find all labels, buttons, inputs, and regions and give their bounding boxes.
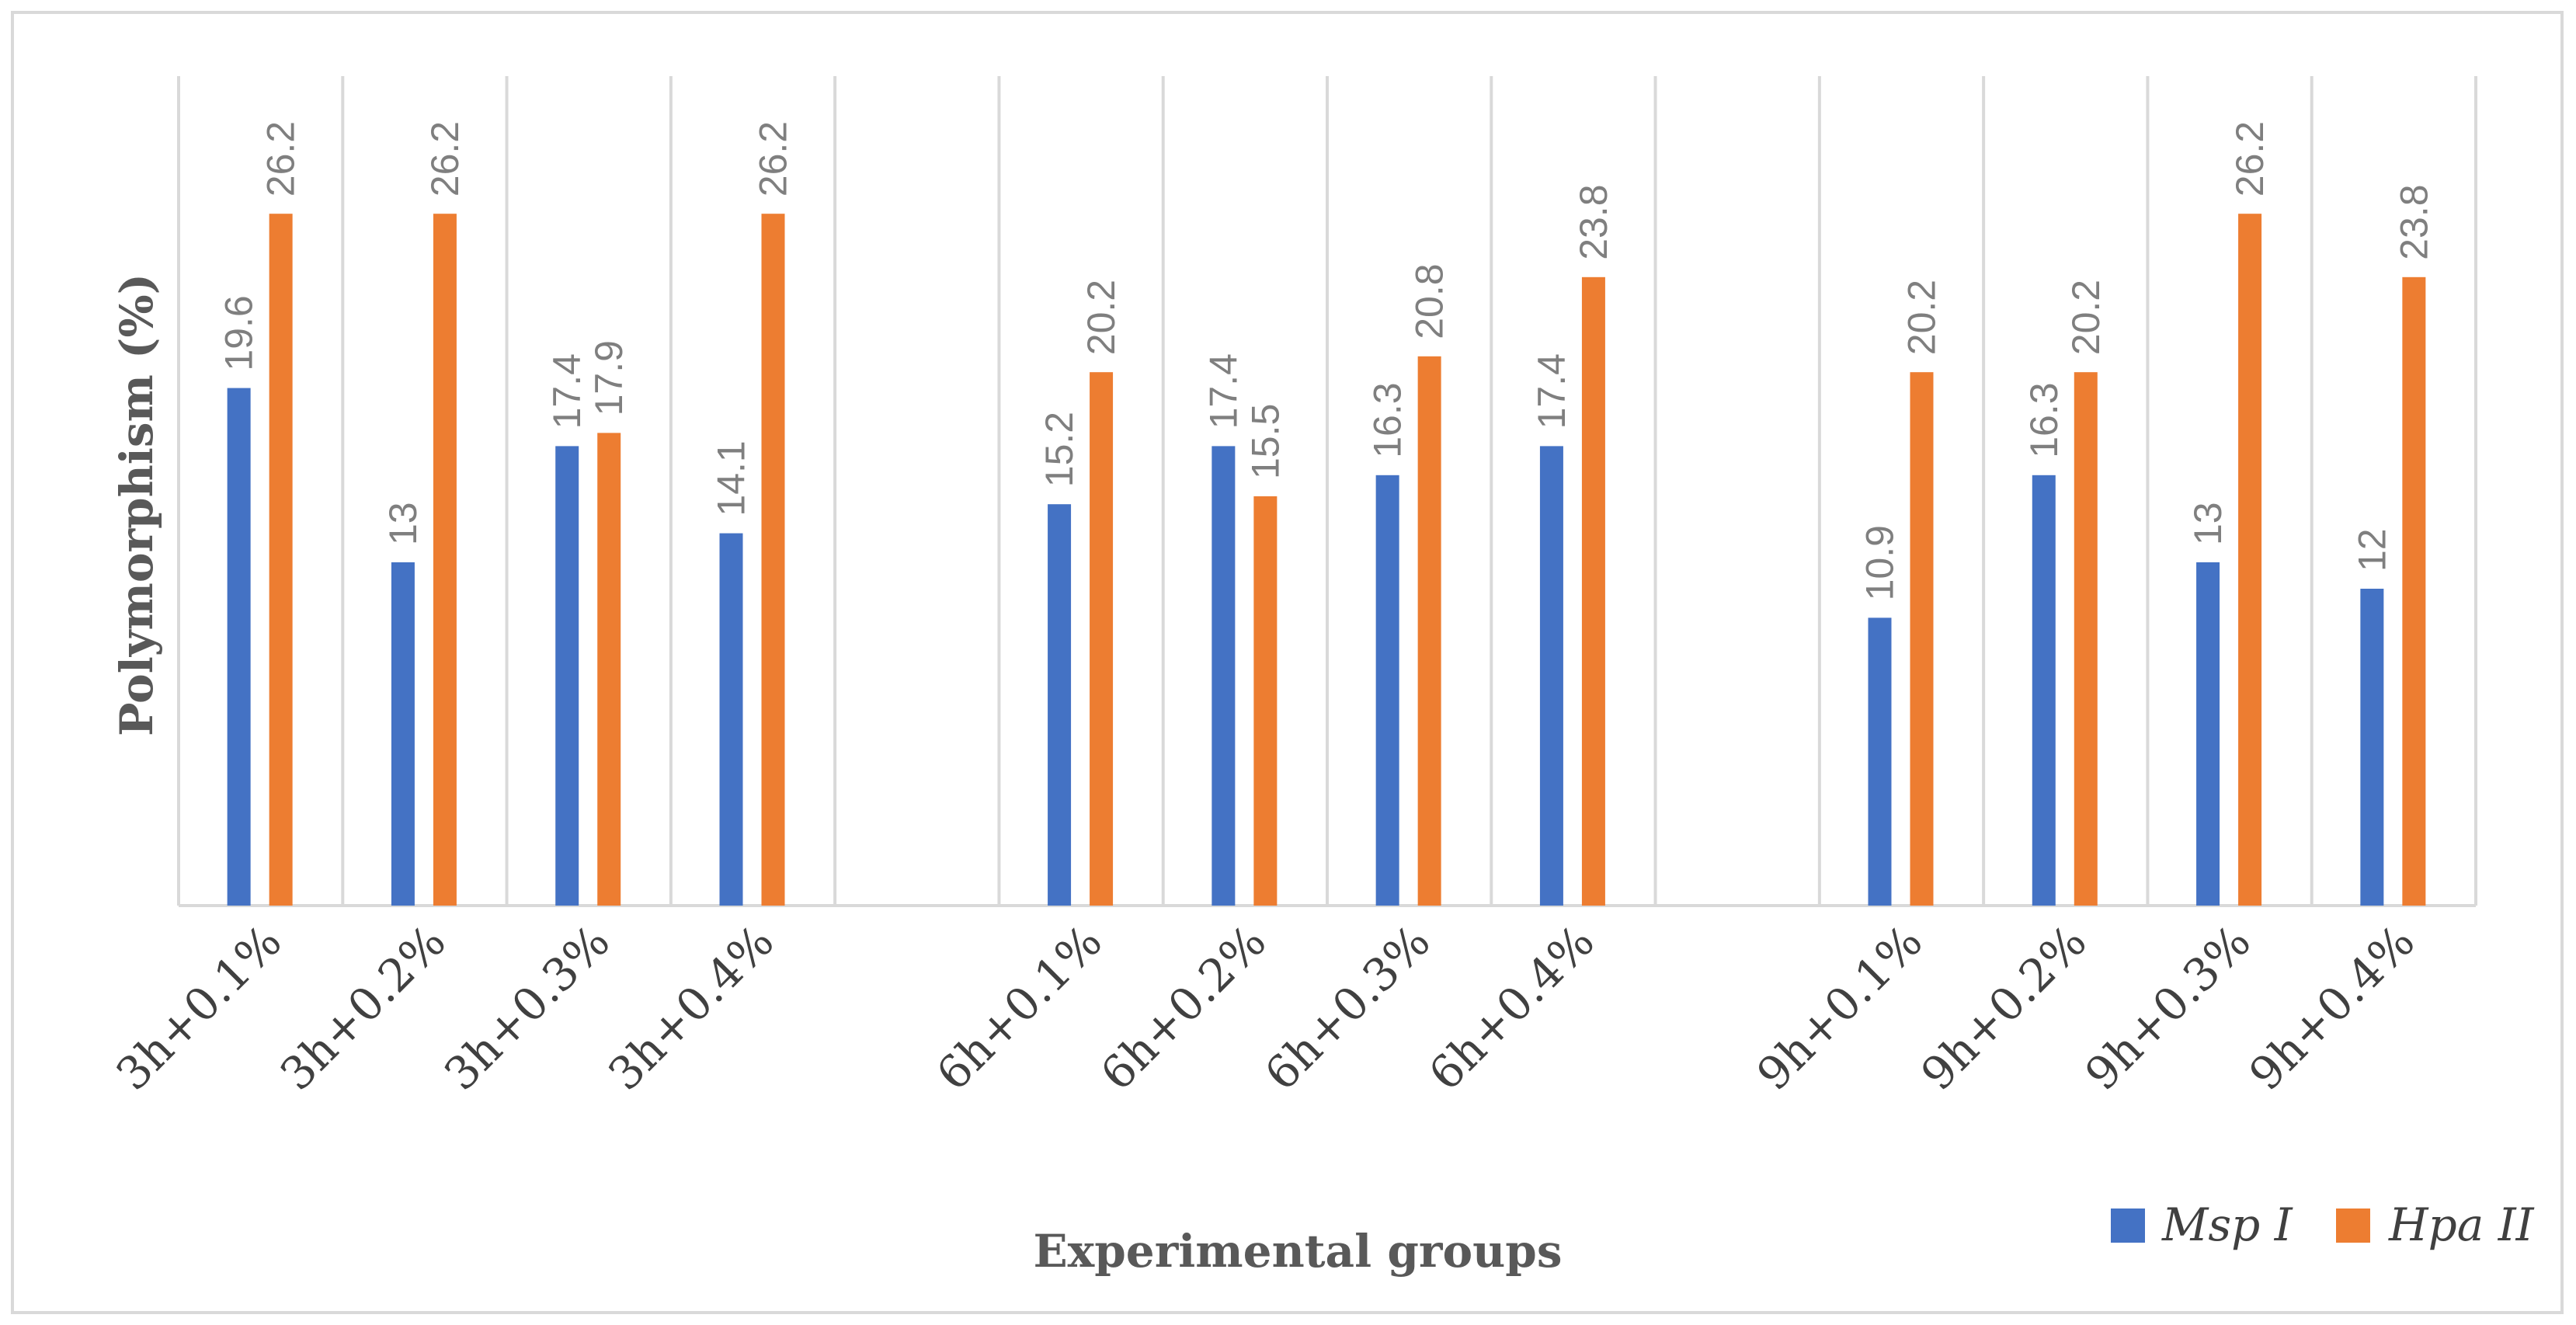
bar-msp-2 [555,446,579,906]
data-label-hpa-8: 23.8 [1572,184,1615,259]
data-label-msp-11: 16.3 [2022,382,2066,457]
y-axis-title: Polymorphism (%) [110,273,163,736]
bar-hpa-1 [433,214,457,906]
data-label-msp-0: 19.6 [217,295,261,370]
data-label-hpa-7: 20.8 [1408,263,1451,339]
legend-swatch-msp [2111,1208,2145,1243]
data-label-msp-6: 17.4 [1201,353,1245,429]
bar-msp-10 [1868,617,1892,906]
data-label-msp-13: 12 [2350,528,2393,572]
data-label-hpa-2: 17.9 [587,340,631,416]
bar-hpa-13 [2402,276,2426,906]
data-label-hpa-11: 20.2 [2064,280,2108,355]
data-label-msp-7: 16.3 [1366,382,1410,457]
data-label-msp-8: 17.4 [1530,353,1573,429]
bar-hpa-5 [1090,372,1114,906]
bar-msp-11 [2032,475,2056,906]
data-labels-group: 19.626.21326.217.417.914.126.215.220.217… [217,121,2436,601]
bar-hpa-11 [2074,372,2098,906]
bar-msp-13 [2360,589,2384,906]
data-label-msp-5: 15.2 [1038,412,1081,487]
bar-hpa-8 [1581,276,1605,906]
legend-swatch-hpa [2336,1208,2370,1243]
bar-msp-5 [1048,504,1072,906]
bars-group [227,214,2426,906]
data-label-hpa-13: 23.8 [2392,184,2435,259]
bar-msp-6 [1212,446,1236,906]
data-label-hpa-12: 26.2 [2228,121,2272,196]
bar-msp-1 [391,562,415,906]
data-label-msp-3: 14.1 [710,440,753,516]
bar-msp-8 [1539,446,1563,906]
bar-hpa-2 [597,433,621,906]
data-label-hpa-0: 26.2 [259,121,303,196]
data-label-msp-1: 13 [381,502,425,545]
bar-hpa-0 [269,214,293,906]
data-label-hpa-10: 20.2 [1900,280,1944,355]
bar-hpa-12 [2238,214,2262,906]
x-axis-title: Experimental groups [1033,1225,1562,1278]
gridlines [177,76,2477,906]
legend-label-hpa: Hpa II [2388,1198,2535,1251]
data-label-hpa-6: 15.5 [1243,404,1287,479]
bar-hpa-10 [1910,372,1934,906]
data-label-msp-2: 17.4 [545,353,589,429]
bar-hpa-3 [761,214,785,906]
bar-msp-12 [2196,562,2220,906]
bar-hpa-6 [1253,496,1278,906]
data-label-hpa-1: 26.2 [423,121,467,196]
bar-msp-7 [1375,475,1399,906]
legend-label-msp: Msp I [2161,1198,2293,1251]
bar-msp-0 [227,388,251,906]
data-label-hpa-3: 26.2 [752,121,795,196]
data-label-msp-12: 13 [2186,502,2230,545]
bar-msp-3 [719,533,743,906]
bar-hpa-7 [1417,356,1441,906]
legend: Msp I Hpa II [2111,1198,2535,1251]
data-label-msp-10: 10.9 [1858,525,1902,600]
data-label-hpa-5: 20.2 [1079,280,1123,355]
